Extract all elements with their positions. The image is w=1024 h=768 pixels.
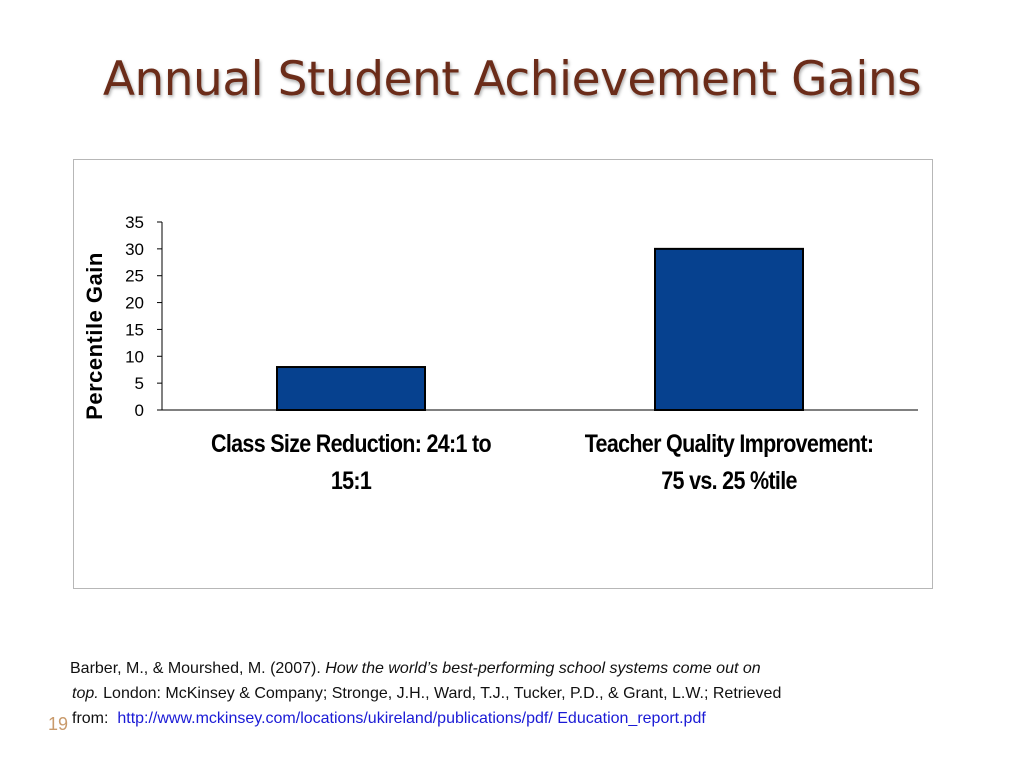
bar-2 — [654, 247, 804, 411]
y-tick-label: 15 — [125, 320, 144, 339]
page-number: 19 — [48, 714, 69, 734]
citation-title-part1: How the world’s best-performing school s… — [325, 660, 761, 677]
x-category-label: Teacher Quality Improvement: 75 vs. 25 %… — [584, 430, 874, 495]
y-tick-label: 25 — [125, 267, 144, 286]
y-tick-label: 35 — [125, 213, 144, 232]
bar-1 — [276, 366, 426, 411]
y-axis-label: Percentile Gain — [82, 252, 107, 420]
x-category-label: Class Size Reduction: 24:1 to 15:1 — [211, 430, 492, 495]
citation-rest: London: McKinsey & Company; Stronge, J.H… — [103, 685, 782, 702]
citation-url-link[interactable]: http://www.mckinsey.com/locations/ukirel… — [117, 710, 706, 727]
citation-line-3: from: http://www.mckinsey.com/locations/… — [70, 706, 970, 731]
citation-line-2: top. London: McKinsey & Company; Stronge… — [70, 681, 970, 706]
y-tick-label: 0 — [135, 401, 144, 420]
y-tick-label: 10 — [125, 347, 144, 366]
y-tick-label: 5 — [135, 374, 144, 393]
bar-chart: 0 5 10 15 20 25 30 35 Percentile Gain — [82, 213, 918, 420]
citation-title-part2: top. — [72, 685, 99, 702]
citation: Barber, M., & Mourshed, M. (2007). How t… — [70, 656, 970, 731]
citation-authors: Barber, M., & Mourshed, M. (2007). — [70, 660, 321, 677]
citation-line-1: Barber, M., & Mourshed, M. (2007). How t… — [70, 656, 970, 681]
bars — [276, 247, 804, 411]
slide-title: Annual Student Achievement Gains — [102, 52, 922, 107]
chart-frame: 0 5 10 15 20 25 30 35 Percentile Gain Class Siz… — [73, 159, 933, 589]
citation-from-label: from: — [72, 710, 109, 727]
y-tick-label: 30 — [125, 240, 144, 259]
y-axis-ticks: 0 5 10 15 20 25 30 35 — [125, 213, 162, 420]
y-tick-label: 20 — [125, 294, 144, 313]
